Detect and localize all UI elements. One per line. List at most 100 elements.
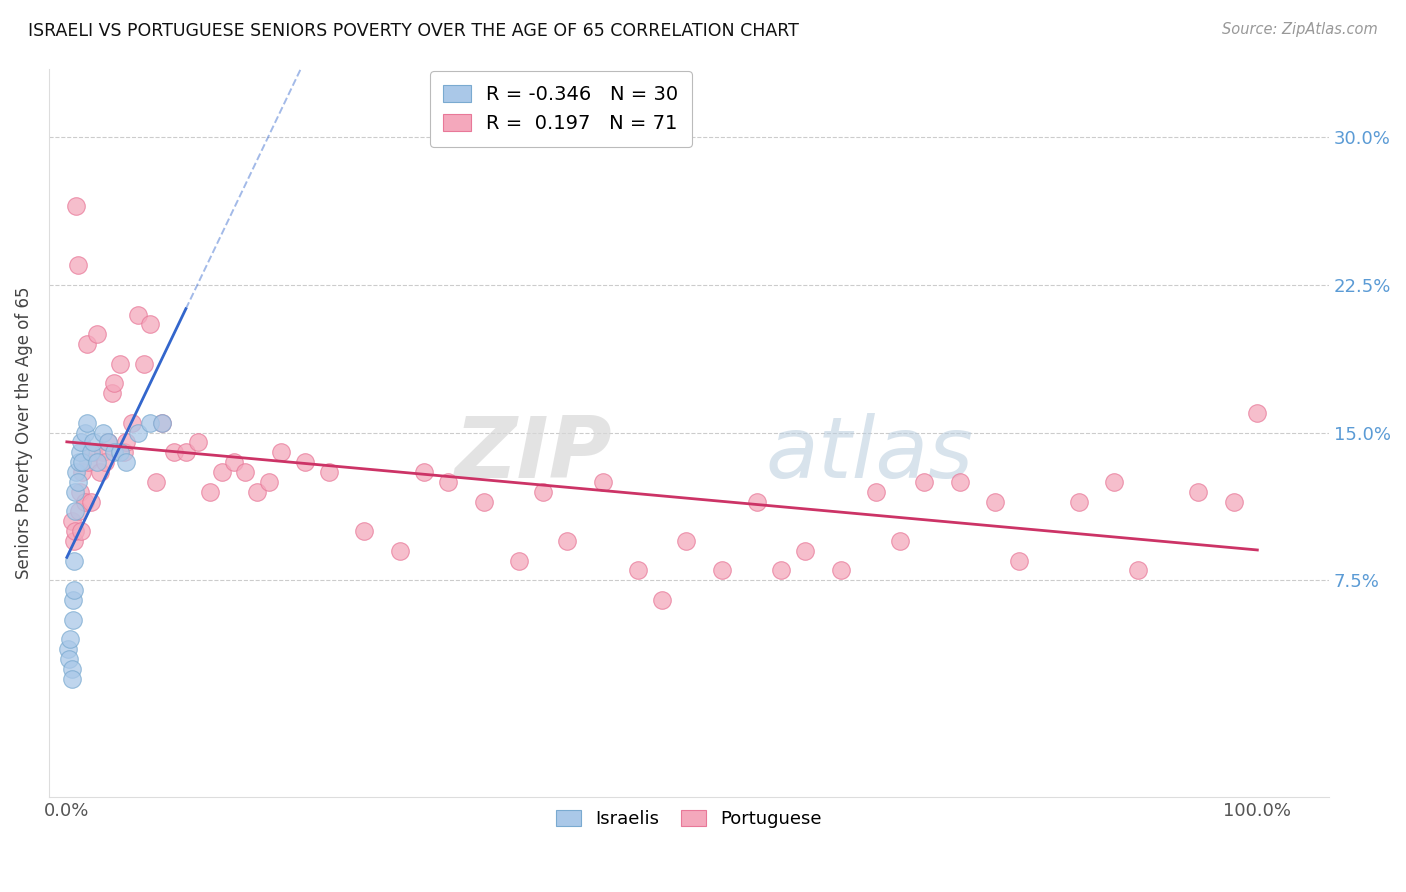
Point: [389, 543, 412, 558]
Point: [63, 553, 86, 567]
Point: [103, 376, 125, 391]
Point: [127, 308, 149, 322]
Point: [79, 494, 101, 508]
Point: [1104, 475, 1126, 489]
Point: [984, 494, 1007, 508]
Point: [1067, 494, 1090, 508]
Point: [82, 445, 104, 459]
Point: [1222, 494, 1244, 508]
Point: [67, 504, 90, 518]
Y-axis label: Seniors Poverty Over the Age of 65: Seniors Poverty Over the Age of 65: [15, 286, 32, 579]
Point: [139, 318, 162, 332]
Point: [60, 672, 83, 686]
Point: [115, 455, 138, 469]
Point: [592, 475, 614, 489]
Point: [318, 465, 340, 479]
Point: [531, 484, 554, 499]
Point: [73, 425, 96, 440]
Point: [63, 504, 86, 518]
Point: [91, 425, 114, 440]
Point: [70, 435, 93, 450]
Point: [198, 484, 221, 499]
Point: [110, 445, 132, 459]
Point: [94, 455, 117, 469]
Point: [246, 484, 269, 499]
Point: [69, 484, 91, 499]
Point: [73, 494, 96, 508]
Point: [830, 563, 852, 577]
Point: [163, 445, 186, 459]
Point: [794, 543, 817, 558]
Text: Source: ZipAtlas.com: Source: ZipAtlas.com: [1222, 22, 1378, 37]
Point: [58, 652, 80, 666]
Point: [174, 445, 197, 459]
Point: [257, 475, 280, 489]
Point: [59, 632, 82, 647]
Legend: Israelis, Portuguese: Israelis, Portuguese: [548, 803, 830, 835]
Point: [115, 435, 138, 450]
Point: [67, 455, 90, 469]
Point: [72, 465, 94, 479]
Point: [472, 494, 495, 508]
Point: [112, 445, 135, 459]
Point: [770, 563, 793, 577]
Point: [413, 465, 436, 479]
Point: [1246, 406, 1268, 420]
Point: [63, 533, 86, 548]
Point: [76, 416, 98, 430]
Point: [79, 445, 101, 459]
Point: [949, 475, 972, 489]
Point: [63, 484, 86, 499]
Point: [65, 199, 87, 213]
Point: [91, 445, 114, 459]
Point: [555, 533, 578, 548]
Point: [76, 337, 98, 351]
Point: [211, 465, 233, 479]
Point: [62, 593, 84, 607]
Point: [865, 484, 887, 499]
Point: [436, 475, 458, 489]
Point: [651, 593, 673, 607]
Point: [56, 642, 79, 657]
Point: [222, 455, 245, 469]
Point: [150, 416, 173, 430]
Point: [150, 416, 173, 430]
Point: [235, 465, 257, 479]
Text: ZIP: ZIP: [454, 413, 612, 496]
Point: [353, 524, 375, 538]
Point: [1187, 484, 1209, 499]
Point: [97, 435, 120, 450]
Point: [70, 524, 93, 538]
Point: [97, 435, 120, 450]
Point: [134, 357, 156, 371]
Point: [86, 327, 108, 342]
Point: [82, 435, 104, 450]
Point: [121, 416, 143, 430]
Point: [72, 455, 94, 469]
Point: [508, 553, 530, 567]
Point: [747, 494, 769, 508]
Point: [69, 445, 91, 459]
Point: [1008, 553, 1031, 567]
Point: [66, 475, 89, 489]
Point: [77, 455, 100, 469]
Point: [103, 445, 125, 459]
Point: [63, 524, 86, 538]
Point: [110, 357, 132, 371]
Text: ISRAELI VS PORTUGUESE SENIORS POVERTY OVER THE AGE OF 65 CORRELATION CHART: ISRAELI VS PORTUGUESE SENIORS POVERTY OV…: [28, 22, 799, 40]
Point: [60, 662, 83, 676]
Point: [89, 465, 111, 479]
Point: [139, 416, 162, 430]
Point: [889, 533, 911, 548]
Point: [294, 455, 316, 469]
Point: [127, 425, 149, 440]
Point: [270, 445, 292, 459]
Point: [66, 258, 89, 272]
Point: [65, 465, 87, 479]
Point: [86, 455, 108, 469]
Point: [145, 475, 167, 489]
Point: [675, 533, 697, 548]
Point: [62, 613, 84, 627]
Point: [627, 563, 650, 577]
Point: [1128, 563, 1150, 577]
